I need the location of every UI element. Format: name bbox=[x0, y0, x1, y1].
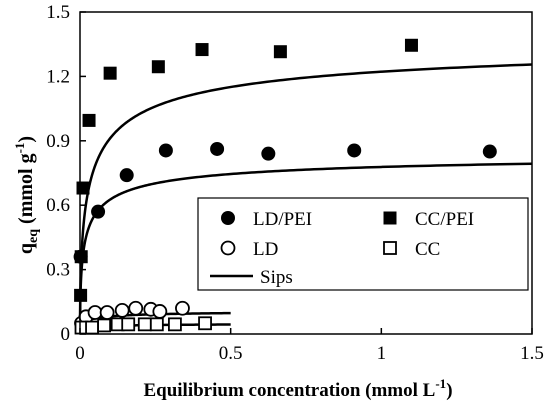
y-tick-label: 0 bbox=[61, 324, 71, 345]
point-ld-pei bbox=[347, 143, 362, 158]
plot-frame bbox=[79, 11, 533, 335]
point-cc-pei bbox=[103, 66, 117, 80]
legend-marker-cc-pei bbox=[383, 211, 397, 225]
legend-label-cc-pei: CC/PEI bbox=[415, 209, 474, 230]
point-cc-pei bbox=[74, 250, 88, 264]
point-cc-pei bbox=[273, 45, 287, 59]
point-ld-pei bbox=[261, 146, 276, 161]
point-cc bbox=[97, 318, 112, 333]
y-tick-label: 0.6 bbox=[46, 195, 70, 216]
y-axis-title-sub: eq bbox=[26, 229, 41, 243]
y-axis-title-sup: -1 bbox=[12, 143, 27, 154]
point-ld bbox=[99, 305, 115, 320]
legend-label-ld-pei: LD/PEI bbox=[253, 209, 312, 230]
x-axis-title-main: Equilibrium concentration (mmol L bbox=[143, 380, 435, 401]
legend-label-sips: Sips bbox=[260, 267, 293, 288]
legend-marker-cc bbox=[383, 241, 397, 255]
y-axis-title: qeq (mmol g-1) bbox=[12, 136, 41, 254]
point-cc bbox=[198, 316, 212, 331]
point-ld bbox=[114, 302, 130, 318]
x-axis-title-end: ) bbox=[446, 380, 452, 401]
legend-marker-ld-pei bbox=[221, 211, 235, 225]
point-ld bbox=[175, 300, 190, 316]
y-tick-label: 1.2 bbox=[46, 66, 70, 87]
point-ld-pei bbox=[119, 168, 134, 183]
tick-labels: 0 0.3 0.6 0.9 1.2 1.5 0 0.5 1 1.5 bbox=[46, 2, 544, 364]
x-axis-title-sup: -1 bbox=[435, 376, 446, 391]
point-cc-pei bbox=[82, 113, 96, 127]
legend-label-cc: CC bbox=[415, 239, 440, 260]
point-cc bbox=[168, 317, 182, 332]
point-cc bbox=[137, 317, 152, 332]
legend-box bbox=[197, 197, 529, 291]
data-markers bbox=[73, 38, 497, 335]
point-ld-pei bbox=[158, 143, 173, 158]
point-cc-pei bbox=[151, 60, 165, 74]
y-axis-title-unit: (mmol g bbox=[15, 153, 37, 229]
point-cc bbox=[85, 320, 99, 335]
legend-marker-ld bbox=[220, 240, 236, 256]
point-cc-pei bbox=[76, 181, 90, 195]
point-cc bbox=[149, 317, 164, 332]
x-tick-label: 0.5 bbox=[219, 343, 243, 364]
point-ld-pei bbox=[482, 144, 497, 159]
point-cc-pei bbox=[404, 38, 418, 52]
y-tick-label: 0.3 bbox=[46, 260, 70, 281]
y-tick-label: 1.5 bbox=[46, 2, 70, 23]
y-tick-label: 0.9 bbox=[46, 131, 70, 152]
y-axis-title-main: q bbox=[15, 243, 37, 254]
x-axis-title: Equilibrium concentration (mmol L-1) bbox=[143, 376, 452, 401]
point-ld-pei bbox=[91, 204, 106, 219]
point-ld-pei bbox=[210, 141, 225, 156]
point-ld bbox=[87, 305, 103, 320]
point-ld bbox=[152, 304, 168, 319]
legend: LD/PEI CC/PEI LD CC Sips bbox=[197, 197, 529, 291]
y-axis-title-end: ) bbox=[15, 136, 37, 143]
legend-label-ld: LD bbox=[253, 239, 278, 260]
point-cc bbox=[121, 317, 136, 332]
x-tick-label: 1 bbox=[377, 343, 387, 364]
x-tick-label: 1.5 bbox=[520, 343, 544, 364]
axes bbox=[79, 11, 533, 335]
point-ld bbox=[128, 300, 144, 316]
x-tick-label: 0 bbox=[75, 343, 85, 364]
point-cc-pei bbox=[195, 43, 209, 57]
